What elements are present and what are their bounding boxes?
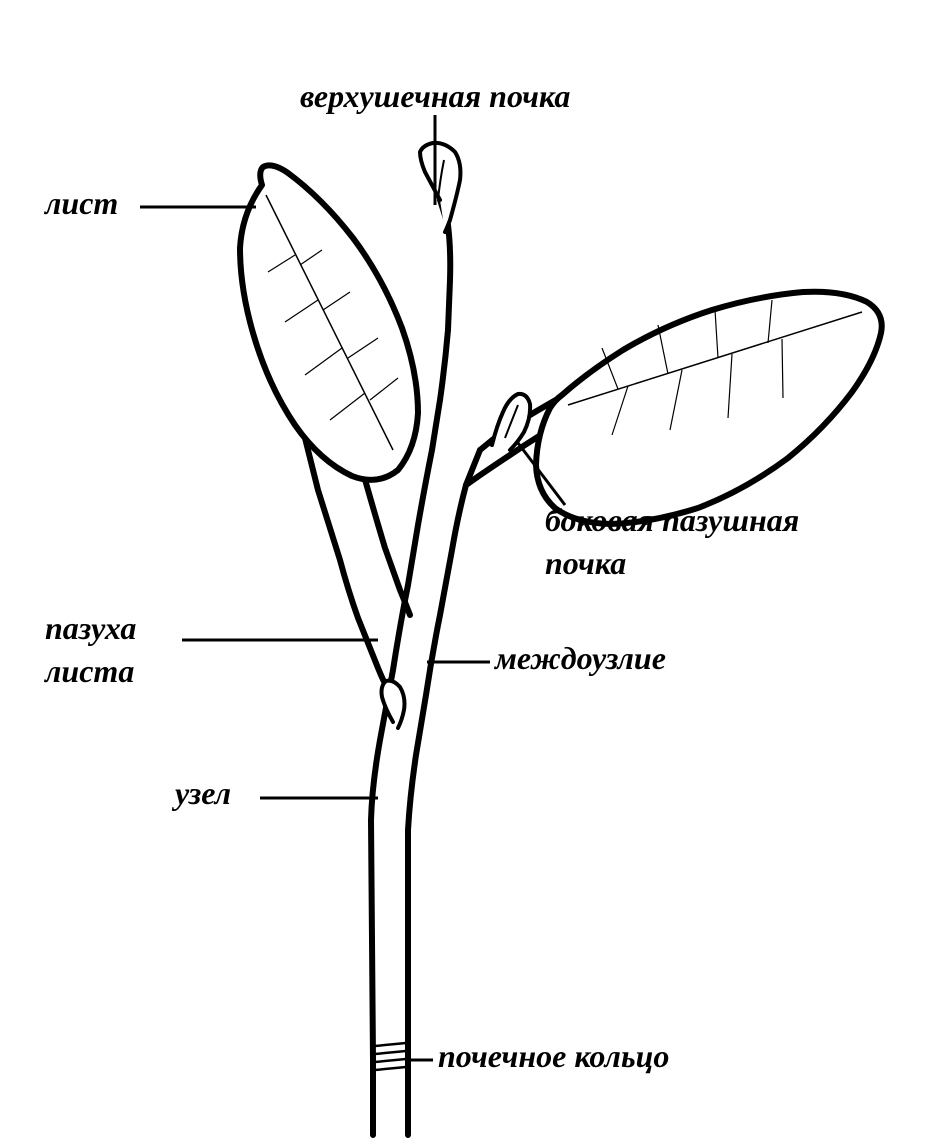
label-lateral-bud-line2: почка (545, 545, 626, 582)
bud-ring-line-2 (375, 1051, 406, 1054)
bud-ring-line-3 (375, 1059, 406, 1062)
stem-right-outline (408, 450, 480, 1135)
label-lateral-bud-line1: боковая пазушная (545, 502, 799, 539)
label-leaf-axil-line1: пазуха (45, 610, 136, 647)
label-apical-bud: верхушечная почка (300, 78, 570, 115)
bud-ring-line-4 (375, 1067, 406, 1070)
right-leaf (536, 292, 882, 524)
bud-ring-line-1 (375, 1043, 406, 1046)
label-bud-ring: почечное кольцо (438, 1038, 669, 1075)
label-internode: междоузлие (495, 640, 666, 677)
plant-svg (0, 0, 940, 1142)
label-leaf: лист (45, 185, 118, 222)
plant-diagram: верхушечная почка лист боковая пазушная … (0, 0, 940, 1142)
label-node: узел (175, 775, 231, 812)
label-leaf-axil-line2: листа (45, 653, 134, 690)
